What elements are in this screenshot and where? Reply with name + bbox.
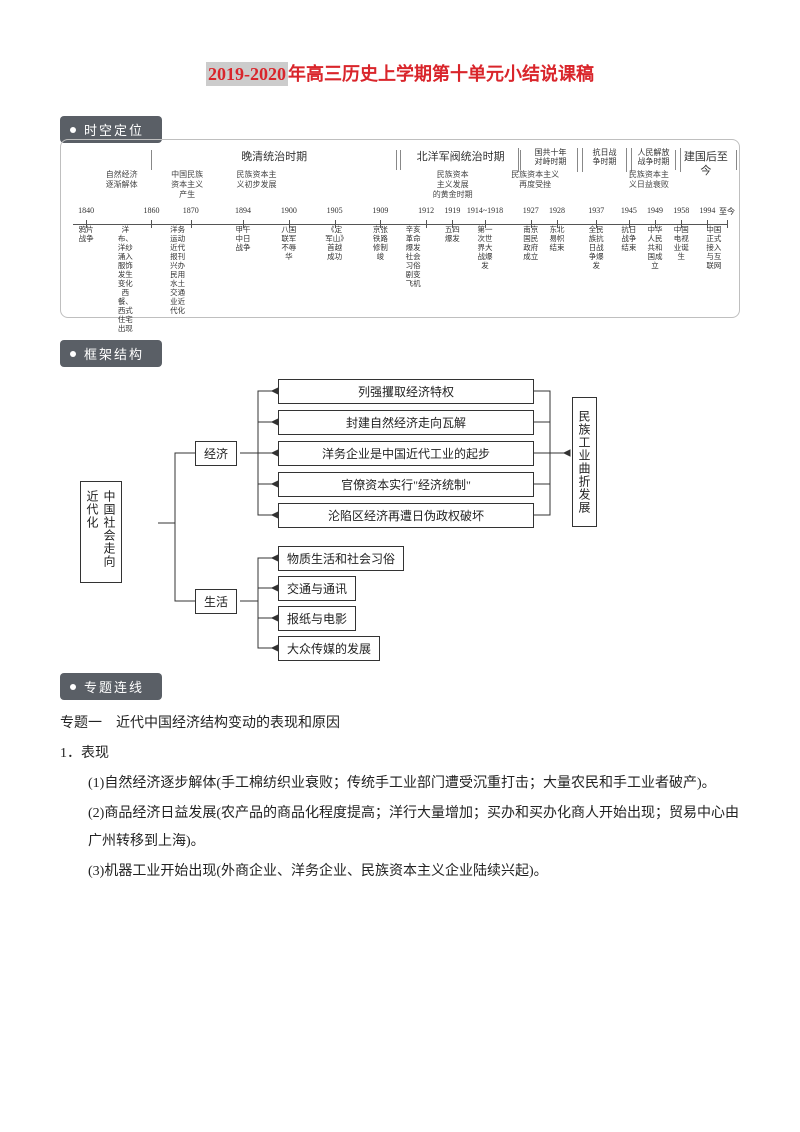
timeline-year-label: 至今 xyxy=(719,206,735,217)
timeline-subperiod: 民族资本主义 再度受挫 xyxy=(511,170,559,190)
timeline-event: 京张铁路修制竣 xyxy=(369,225,391,261)
timeline-period: 抗日战 争时期 xyxy=(577,148,633,166)
timeline-year-label: 1927 xyxy=(523,206,539,215)
fw-right-box: 民族工业曲折发展 xyxy=(572,397,597,527)
timeline-event: 抗日战争结束 xyxy=(618,225,640,252)
timeline-year-label: 1912 xyxy=(418,206,434,215)
timeline-subperiod: 民族资本主 义初步发展 xyxy=(237,170,277,190)
timeline-year-label: 1937 xyxy=(588,206,604,215)
fw-life-item: 交通与通讯 xyxy=(278,576,356,601)
timeline-panel: 晚清统治时期北洋军阀统治时期国共十年 对峙时期抗日战 争时期人民解放 战争时期建… xyxy=(60,139,740,318)
fw-root-box: 中国社会走向近代化 xyxy=(80,481,122,583)
page-title: 2019-2020年高三历史上学期第十单元小结说课稿 xyxy=(60,60,740,86)
timeline-year-label: 1928 xyxy=(549,206,565,215)
timeline-event: 东北易帜结束 xyxy=(546,225,568,252)
timeline-subperiod: 民族资本 主义发展 的黄金时期 xyxy=(433,170,473,200)
timeline-period: 北洋军阀统治时期 xyxy=(400,150,521,164)
title-year-highlight: 2019-2020 xyxy=(206,62,288,86)
timeline-year-label: 1894 xyxy=(235,206,251,215)
timeline-event: 中国电视业诞生 xyxy=(670,225,692,261)
timeline-subperiod: 民族资本主 义日益衰败 xyxy=(629,170,669,190)
timeline-year-label: 1949 xyxy=(647,206,663,215)
section-header-topic: 专题连线 xyxy=(60,673,162,700)
timeline-year-label: 1958 xyxy=(673,206,689,215)
fw-life-item: 物质生活和社会习俗 xyxy=(278,546,404,571)
fw-life-box: 生活 xyxy=(195,589,237,614)
timeline-year-row: 1840 1860 1870 1894 1900 1905 1909 1912 1919 1914… xyxy=(73,206,727,220)
section-header-label: 框架结构 xyxy=(84,344,144,363)
fw-life-item: 大众传媒的发展 xyxy=(278,636,380,661)
document-page: 2019-2020年高三历史上学期第十单元小结说课稿 时空定位 晚清统治时期北洋… xyxy=(0,0,800,928)
timeline-year-label: 1870 xyxy=(183,206,199,215)
title-rest: 年高三历史上学期第十单元小结说课稿 xyxy=(288,64,594,84)
topic-heading-1: 1．表现 xyxy=(60,740,740,768)
fw-life-item: 报纸与电影 xyxy=(278,606,356,631)
timeline-subperiod: 中国民族 资本主义 产生 xyxy=(171,170,203,200)
timeline-year-label: 1840 xyxy=(78,206,94,215)
timeline-event: 南京国民政府成立 xyxy=(520,225,542,261)
timeline-period: 建国后至今 xyxy=(675,150,737,164)
timeline-event: 八国联军不辱华 xyxy=(278,225,300,261)
topic-item-1: (1)自然经济逐步解体(手工棉纺织业衰败；传统手工业部门遭受沉重打击；大量农民和… xyxy=(60,770,740,798)
timeline-year-label: 1919 xyxy=(444,206,460,215)
fw-econ-item: 列强攫取经济特权 xyxy=(278,379,534,404)
fw-econ-box: 经济 xyxy=(195,441,237,466)
section-header-framework: 框架结构 xyxy=(60,340,162,367)
timeline-events-row: 鸦片战争洋布、洋纱涌入服饰发生变化西餐、西式住宅出现洋务运动近代报刊兴办民用水土… xyxy=(73,225,727,303)
fw-econ-item: 沦陷区经济再遭日伪政权破坏 xyxy=(278,503,534,528)
timeline-event: 辛亥革命爆发社会习俗剧变飞机 xyxy=(402,225,424,288)
topic-body: 专题一 近代中国经济结构变动的表现和原因 1．表现 (1)自然经济逐步解体(手工… xyxy=(60,710,740,886)
fw-econ-item: 封建自然经济走向瓦解 xyxy=(278,410,534,435)
timeline-event: 甲午中日战争 xyxy=(232,225,254,252)
timeline-subperiod: 自然经济 逐渐解体 xyxy=(106,170,138,190)
timeline-event: 全民族抗日战争爆发 xyxy=(585,225,607,270)
timeline-event: 《定军山》首越成功 xyxy=(324,225,346,261)
timeline-event: 洋务运动近代报刊兴办民用水土交通业近代化 xyxy=(167,225,189,315)
timeline-event: 鸦片战争 xyxy=(75,225,97,243)
fw-econ-item: 洋务企业是中国近代工业的起步 xyxy=(278,441,534,466)
bullet-icon xyxy=(70,127,76,133)
timeline-year-label: 1909 xyxy=(372,206,388,215)
timeline-year-label: 1914~1918 xyxy=(467,206,503,215)
timeline-event: 中国正式接入与互联网 xyxy=(703,225,725,270)
timeline-year-label: 1860 xyxy=(143,206,159,215)
timeline-period: 国共十年 对峙时期 xyxy=(518,148,584,166)
bullet-icon xyxy=(70,351,76,357)
framework-diagram: 中国社会走向近代化 经济 生活 民族工业曲折发展 列强攫取经济特权封建自然经济走… xyxy=(60,373,740,673)
section-header-label: 时空定位 xyxy=(84,120,144,139)
topic-title-1: 专题一 近代中国经济结构变动的表现和原因 xyxy=(60,710,740,738)
bullet-icon xyxy=(70,684,76,690)
timeline-period: 晚清统治时期 xyxy=(151,150,396,164)
timeline-event: 第一次世界大战爆发 xyxy=(474,225,496,270)
section-header-label: 专题连线 xyxy=(84,677,144,696)
timeline-year-label: 1994 xyxy=(699,206,715,215)
timeline-year-label: 1905 xyxy=(327,206,343,215)
fw-econ-item: 官僚资本实行"经济统制" xyxy=(278,472,534,497)
timeline-year-label: 1900 xyxy=(281,206,297,215)
topic-item-3: (3)机器工业开始出现(外商企业、洋务企业、民族资本主义企业陆续兴起)。 xyxy=(60,858,740,886)
timeline-event: 五四爆发 xyxy=(441,225,463,243)
timeline-event: 中华人民共和国成立 xyxy=(644,225,666,270)
timeline-year-label: 1945 xyxy=(621,206,637,215)
topic-item-2: (2)商品经济日益发展(农产品的商品化程度提高；洋行大量增加；买办和买办化商人开… xyxy=(60,800,740,856)
timeline-event: 洋布、洋纱涌入服饰发生变化西餐、西式住宅出现 xyxy=(114,225,136,333)
timeline-period: 人民解放 战争时期 xyxy=(626,148,682,166)
timeline-tick xyxy=(727,220,728,228)
timeline-period-row: 晚清统治时期北洋军阀统治时期国共十年 对峙时期抗日战 争时期人民解放 战争时期建… xyxy=(73,150,727,206)
